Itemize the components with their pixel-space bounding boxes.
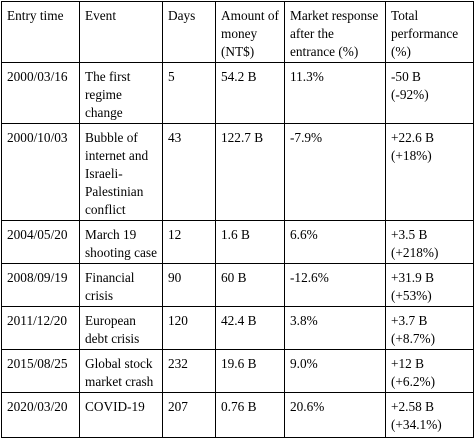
cell-market-response: -7.9% xyxy=(284,123,386,221)
cell-entry-time: 2000/03/16 xyxy=(1,62,80,124)
table-row: 2008/09/19 Financial crisis 90 60 B -12.… xyxy=(1,263,474,307)
table-row: 2020/03/20 COVID-19 207 0.76 B 20.6% +2.… xyxy=(1,392,474,438)
cell-event: COVID-19 xyxy=(79,392,163,438)
cell-amount: 0.76 B xyxy=(215,392,285,438)
cell-amount: 1.6 B xyxy=(215,220,285,264)
cell-market-response: 20.6% xyxy=(284,392,386,438)
cell-market-response: -12.6% xyxy=(284,263,386,307)
cell-days: 12 xyxy=(162,220,216,264)
cell-total-performance: +3.7 B (+8.7%) xyxy=(385,306,474,350)
table-header-row: Entry time Event Days Amount of money (N… xyxy=(1,1,474,63)
header-market-response: Market response after the entrance (%) xyxy=(284,1,386,63)
table-row: 2011/12/20 European debt crisis 120 42.4… xyxy=(1,306,474,350)
cell-entry-time: 2008/09/19 xyxy=(1,263,80,307)
header-entry-time: Entry time xyxy=(1,1,80,63)
cell-days: 207 xyxy=(162,392,216,438)
cell-entry-time: 2011/12/20 xyxy=(1,306,80,350)
cell-market-response: 6.6% xyxy=(284,220,386,264)
cell-total-performance: +31.9 B (+53%) xyxy=(385,263,474,307)
table-row: 2000/03/16 The first regime change 5 54.… xyxy=(1,62,474,124)
cell-amount: 54.2 B xyxy=(215,62,285,124)
header-days: Days xyxy=(162,1,216,63)
cell-event: The first regime change xyxy=(79,62,163,124)
cell-amount: 42.4 B xyxy=(215,306,285,350)
table-row: 2004/05/20 March 19 shooting case 12 1.6… xyxy=(1,220,474,264)
cell-total-performance: +2.58 B (+34.1%) xyxy=(385,392,474,438)
cell-total-performance: -50 B (-92%) xyxy=(385,62,474,124)
cell-total-performance: +12 B (+6.2%) xyxy=(385,349,474,393)
table-row: 2015/08/25 Global stock market crash 232… xyxy=(1,349,474,393)
cell-total-performance: +3.5 B (+218%) xyxy=(385,220,474,264)
cell-event: Global stock market crash xyxy=(79,349,163,393)
cell-event: Financial crisis xyxy=(79,263,163,307)
table-row: 2000/10/03 Bubble of internet and Israel… xyxy=(1,123,474,221)
cell-days: 90 xyxy=(162,263,216,307)
cell-event: Bubble of internet and Israeli- Palestin… xyxy=(79,123,163,221)
header-amount-of-money: Amount of money (NT$) xyxy=(215,1,285,63)
cell-event: European debt crisis xyxy=(79,306,163,350)
cell-amount: 19.6 B xyxy=(215,349,285,393)
cell-amount: 122.7 B xyxy=(215,123,285,221)
cell-total-performance: +22.6 B (+18%) xyxy=(385,123,474,221)
cell-entry-time: 2015/08/25 xyxy=(1,349,80,393)
cell-entry-time: 2004/05/20 xyxy=(1,220,80,264)
cell-amount: 60 B xyxy=(215,263,285,307)
cell-event: March 19 shooting case xyxy=(79,220,163,264)
cell-days: 5 xyxy=(162,62,216,124)
cell-market-response: 3.8% xyxy=(284,306,386,350)
header-event: Event xyxy=(79,1,163,63)
cell-days: 120 xyxy=(162,306,216,350)
cell-market-response: 9.0% xyxy=(284,349,386,393)
header-total-performance: Total performance (%) xyxy=(385,1,474,63)
cell-days: 43 xyxy=(162,123,216,221)
cell-days: 232 xyxy=(162,349,216,393)
cell-entry-time: 2000/10/03 xyxy=(1,123,80,221)
cell-market-response: 11.3% xyxy=(284,62,386,124)
cell-entry-time: 2020/03/20 xyxy=(1,392,80,438)
